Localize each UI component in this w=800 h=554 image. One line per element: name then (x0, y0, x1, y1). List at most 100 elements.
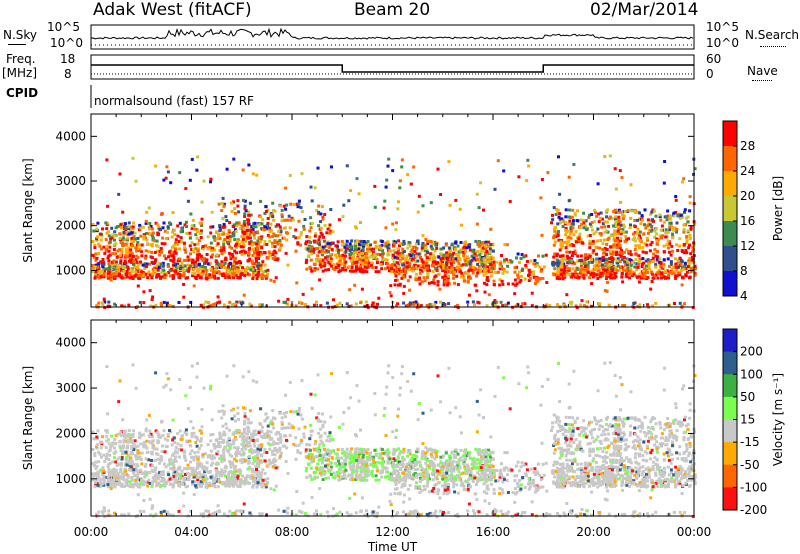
power-pixel (678, 271, 682, 275)
power-pixel (629, 258, 633, 262)
power-pixel (560, 268, 564, 271)
velocity-pixel (252, 456, 255, 460)
power-pixel (596, 266, 600, 270)
power-pixel (687, 229, 690, 233)
power-pixel (628, 226, 632, 229)
power-pixel (475, 192, 479, 196)
power-pixel (130, 236, 134, 240)
power-pixel (276, 242, 280, 246)
power-pixel (439, 193, 443, 196)
power-pixel (349, 251, 353, 255)
velocity-pixel (174, 450, 177, 454)
velocity-pixel (146, 484, 150, 488)
power-pixel (173, 262, 177, 266)
velocity-pixel (169, 467, 173, 470)
power-pixel (171, 259, 175, 263)
power-pixel (232, 157, 236, 161)
power-pixel (573, 249, 577, 253)
power-pixel (434, 243, 438, 247)
power-pixel (184, 276, 188, 280)
power-pixel (127, 225, 131, 229)
power-pixel (308, 229, 312, 233)
power-pixel (235, 242, 238, 246)
velocity-pixel (240, 442, 244, 446)
power-pixel (565, 240, 569, 244)
power-pixel (131, 244, 134, 247)
velocity-pixel (274, 466, 278, 470)
power-pixel (218, 266, 222, 269)
velocity-pixel (257, 461, 261, 465)
velocity-pixel (167, 473, 171, 477)
power-pixel (329, 208, 333, 211)
power-pixel (279, 230, 283, 233)
velocity-pixel (187, 475, 191, 479)
power-pixel (94, 252, 98, 256)
power-pixel (225, 167, 229, 171)
power-pixel (606, 208, 610, 212)
power-pixel (533, 259, 537, 262)
power-pixel (364, 256, 368, 260)
power-pixel (263, 263, 267, 267)
power-pixel (487, 293, 491, 297)
power-pixel (618, 250, 622, 254)
velocity-pixel (230, 454, 234, 458)
velocity-pixel (145, 439, 149, 443)
power-pixel (687, 259, 691, 262)
velocity-pixel (105, 452, 109, 456)
power-pixel (675, 230, 678, 234)
power-pixel (282, 204, 286, 208)
power-pixel (181, 274, 185, 278)
power-pixel (93, 265, 97, 269)
velocity-pixel (257, 465, 261, 469)
velocity-pixel (119, 449, 123, 453)
power-pixel (263, 243, 267, 246)
velocity-pixel (102, 480, 106, 484)
power-pixel (183, 223, 187, 227)
power-pixel (220, 265, 224, 269)
velocity-pixel (121, 446, 125, 450)
power-pixel (156, 244, 160, 248)
power-pixel (282, 300, 286, 304)
power-pixel (133, 231, 137, 235)
power-pixel (320, 253, 324, 257)
power-pixel (285, 231, 288, 235)
power-pixel (479, 256, 482, 260)
power-pixel (607, 303, 611, 307)
velocity-pixel (123, 467, 127, 471)
power-pixel (341, 253, 345, 257)
power-pixel (604, 229, 608, 233)
power-pixel (195, 236, 199, 240)
power-pixel (308, 244, 311, 248)
power-pixel (444, 243, 448, 247)
power-pixel (383, 199, 387, 203)
power-pixel (534, 264, 538, 268)
velocity-pixel (147, 478, 151, 482)
power-pixel (669, 253, 673, 257)
power-pixel (396, 265, 400, 269)
power-pixel (392, 261, 396, 265)
power-pixel (505, 304, 509, 308)
power-pixel (252, 271, 256, 275)
velocity-pixel (167, 479, 171, 483)
velocity-pixel (112, 456, 116, 460)
velocity-pixel (121, 472, 125, 476)
power-pixel (168, 250, 171, 254)
power-pixel (666, 239, 670, 243)
power-pixel (232, 276, 236, 280)
power-pixel (606, 280, 609, 284)
power-pixel (538, 265, 542, 269)
power-pixel (196, 155, 199, 159)
power-pixel (300, 172, 304, 176)
velocity-pixel (185, 467, 188, 471)
velocity-pixel (241, 474, 244, 478)
power-pixel (274, 234, 278, 238)
power-pixel (214, 302, 218, 306)
power-pixel (374, 245, 378, 249)
velocity-pixel (181, 476, 185, 480)
power-pixel (627, 272, 631, 276)
power-pixel (659, 273, 663, 277)
power-pixel (457, 250, 461, 254)
power-pixel (685, 239, 689, 243)
power-pixel (252, 233, 256, 237)
power-pixel (188, 264, 192, 268)
